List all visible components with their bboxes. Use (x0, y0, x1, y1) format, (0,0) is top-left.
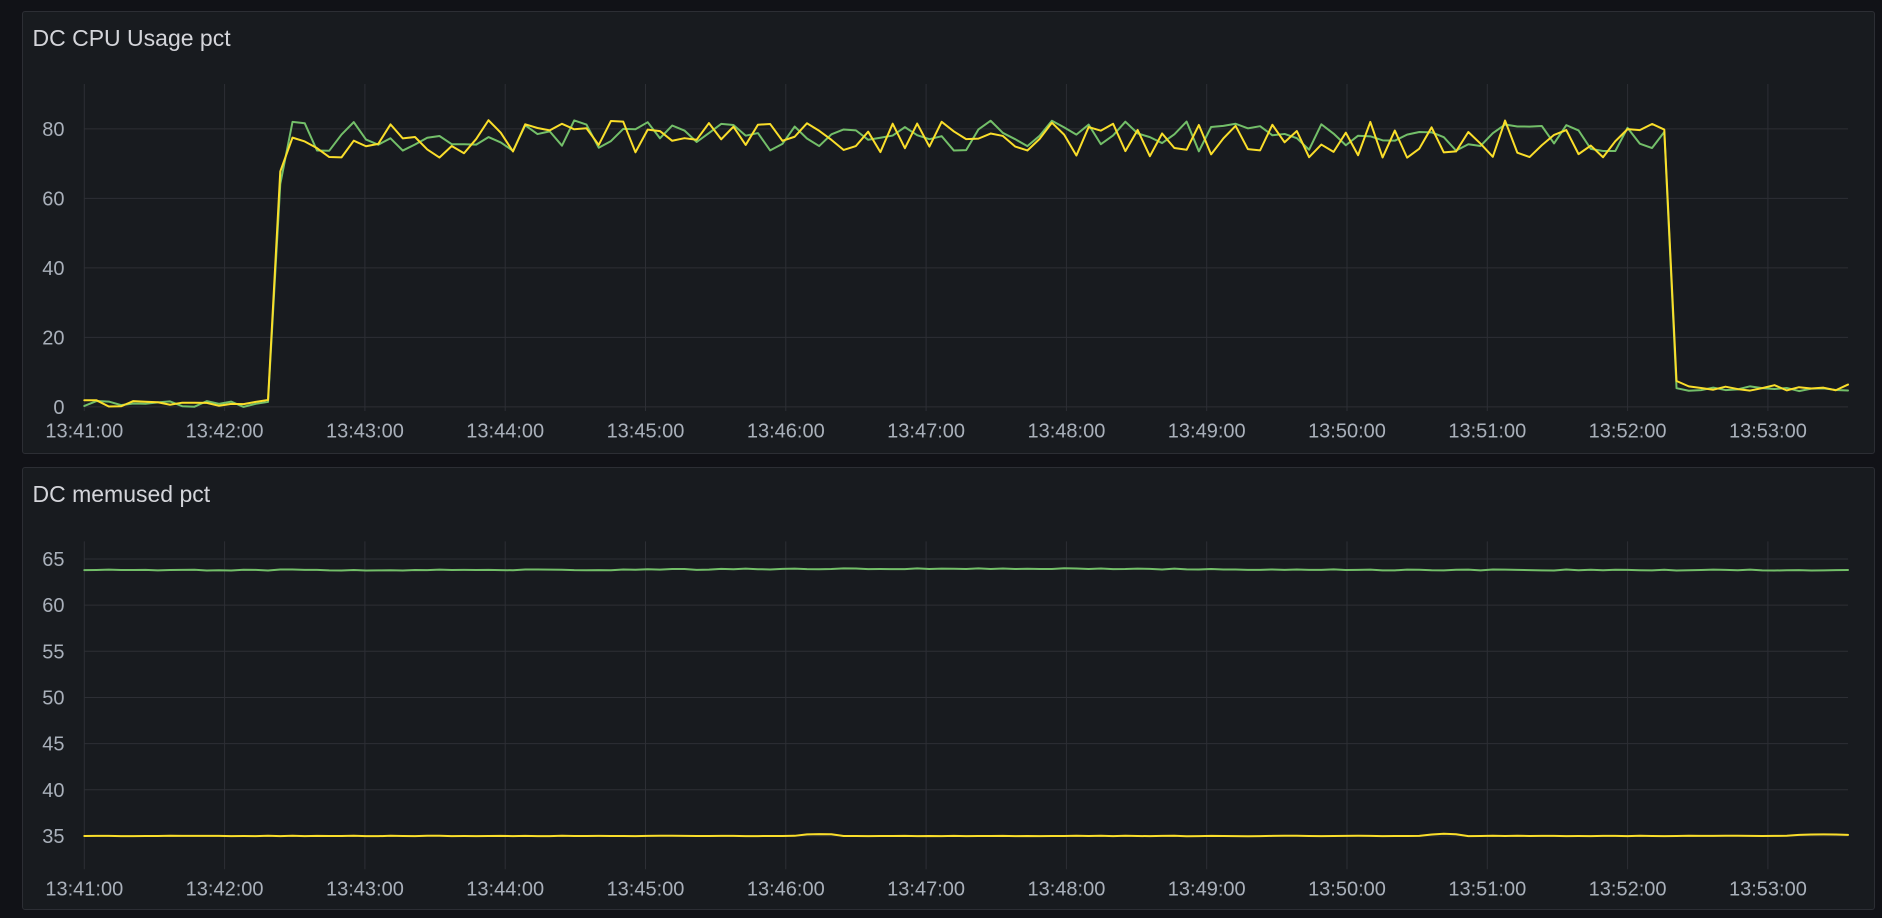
svg-text:13:44:00: 13:44:00 (466, 420, 544, 442)
svg-text:13:46:00: 13:46:00 (747, 420, 825, 442)
svg-text:13:53:00: 13:53:00 (1729, 879, 1807, 901)
svg-text:13:42:00: 13:42:00 (186, 420, 264, 442)
svg-text:13:45:00: 13:45:00 (607, 420, 685, 442)
svg-text:50: 50 (42, 687, 64, 709)
svg-text:13:50:00: 13:50:00 (1308, 420, 1386, 442)
svg-text:40: 40 (42, 780, 64, 802)
svg-text:13:41:00: 13:41:00 (45, 879, 123, 901)
svg-text:45: 45 (42, 734, 64, 756)
svg-text:60: 60 (42, 188, 64, 210)
svg-text:13:50:00: 13:50:00 (1308, 879, 1386, 901)
svg-text:13:46:00: 13:46:00 (747, 879, 825, 901)
svg-text:13:52:00: 13:52:00 (1589, 420, 1667, 442)
svg-text:40: 40 (42, 258, 64, 280)
svg-text:0: 0 (53, 397, 64, 419)
svg-text:13:44:00: 13:44:00 (466, 879, 544, 901)
svg-text:13:42:00: 13:42:00 (186, 879, 264, 901)
svg-text:60: 60 (42, 595, 64, 617)
svg-text:55: 55 (42, 641, 64, 663)
svg-text:13:48:00: 13:48:00 (1027, 879, 1105, 901)
svg-text:13:43:00: 13:43:00 (326, 420, 404, 442)
svg-text:65: 65 (42, 549, 64, 571)
svg-text:13:53:00: 13:53:00 (1729, 420, 1807, 442)
svg-text:13:47:00: 13:47:00 (887, 879, 965, 901)
svg-text:13:49:00: 13:49:00 (1168, 420, 1246, 442)
svg-text:13:45:00: 13:45:00 (607, 879, 685, 901)
svg-text:13:48:00: 13:48:00 (1027, 420, 1105, 442)
svg-text:13:49:00: 13:49:00 (1168, 879, 1246, 901)
svg-text:13:52:00: 13:52:00 (1589, 879, 1667, 901)
svg-text:13:47:00: 13:47:00 (887, 420, 965, 442)
svg-text:13:51:00: 13:51:00 (1448, 420, 1526, 442)
svg-text:20: 20 (42, 327, 64, 349)
svg-text:13:43:00: 13:43:00 (326, 879, 404, 901)
svg-text:13:41:00: 13:41:00 (45, 420, 123, 442)
svg-text:13:51:00: 13:51:00 (1448, 879, 1526, 901)
svg-text:80: 80 (42, 119, 64, 141)
svg-text:35: 35 (42, 826, 64, 848)
